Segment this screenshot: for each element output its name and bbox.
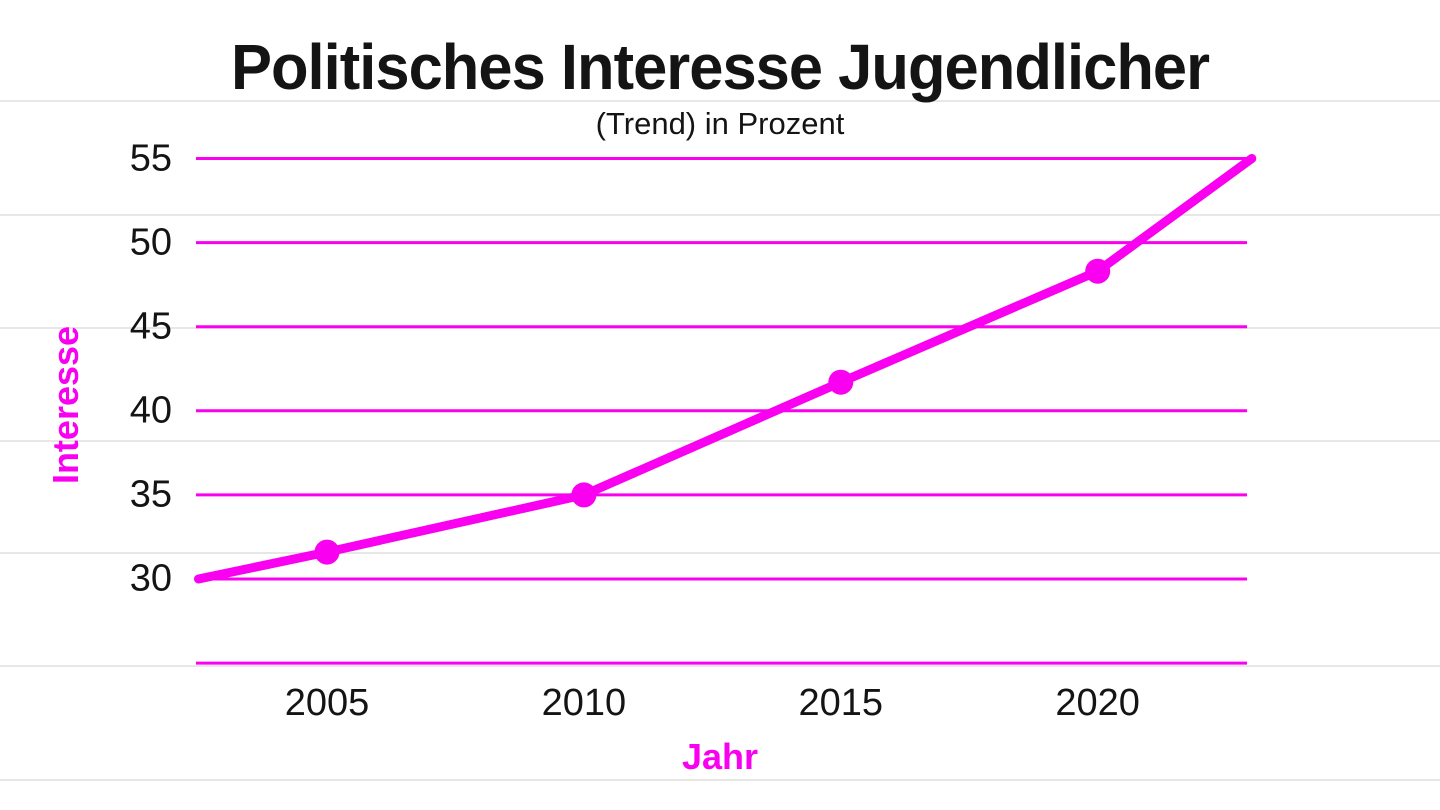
background-rule-line [0, 779, 1440, 781]
y-tick-label-55: 55 [129, 137, 172, 179]
data-point-2005 [314, 539, 340, 565]
x-tick-label-2020: 2020 [1055, 682, 1140, 724]
x-tick-label-2005: 2005 [284, 682, 370, 724]
trend-line [194, 154, 1257, 584]
background-rule-line [0, 440, 1440, 442]
chart-title: Politisches Interesse Jugendlicher [230, 31, 1210, 103]
y-tick-label-35: 35 [129, 473, 172, 516]
y-tick-label-50: 50 [129, 221, 172, 264]
y-tick-label-40: 40 [129, 389, 172, 432]
background-rule-line [0, 214, 1440, 216]
x-axis-label: Jahr [681, 736, 759, 777]
x-tick-label-2010: 2010 [541, 682, 627, 724]
x-tick-label-2015: 2015 [798, 682, 884, 724]
chart-subtitle: (Trend) in Prozent [595, 106, 845, 141]
background-rule-line [0, 552, 1440, 554]
y-tick-label-30: 30 [129, 557, 172, 600]
y-tick-label-45: 45 [129, 305, 172, 348]
data-point-2010 [571, 482, 597, 508]
background-rule-line [0, 665, 1440, 667]
data-point-2020 [1085, 258, 1111, 284]
data-point-2015 [828, 369, 854, 395]
background-rule-line [0, 100, 1440, 102]
